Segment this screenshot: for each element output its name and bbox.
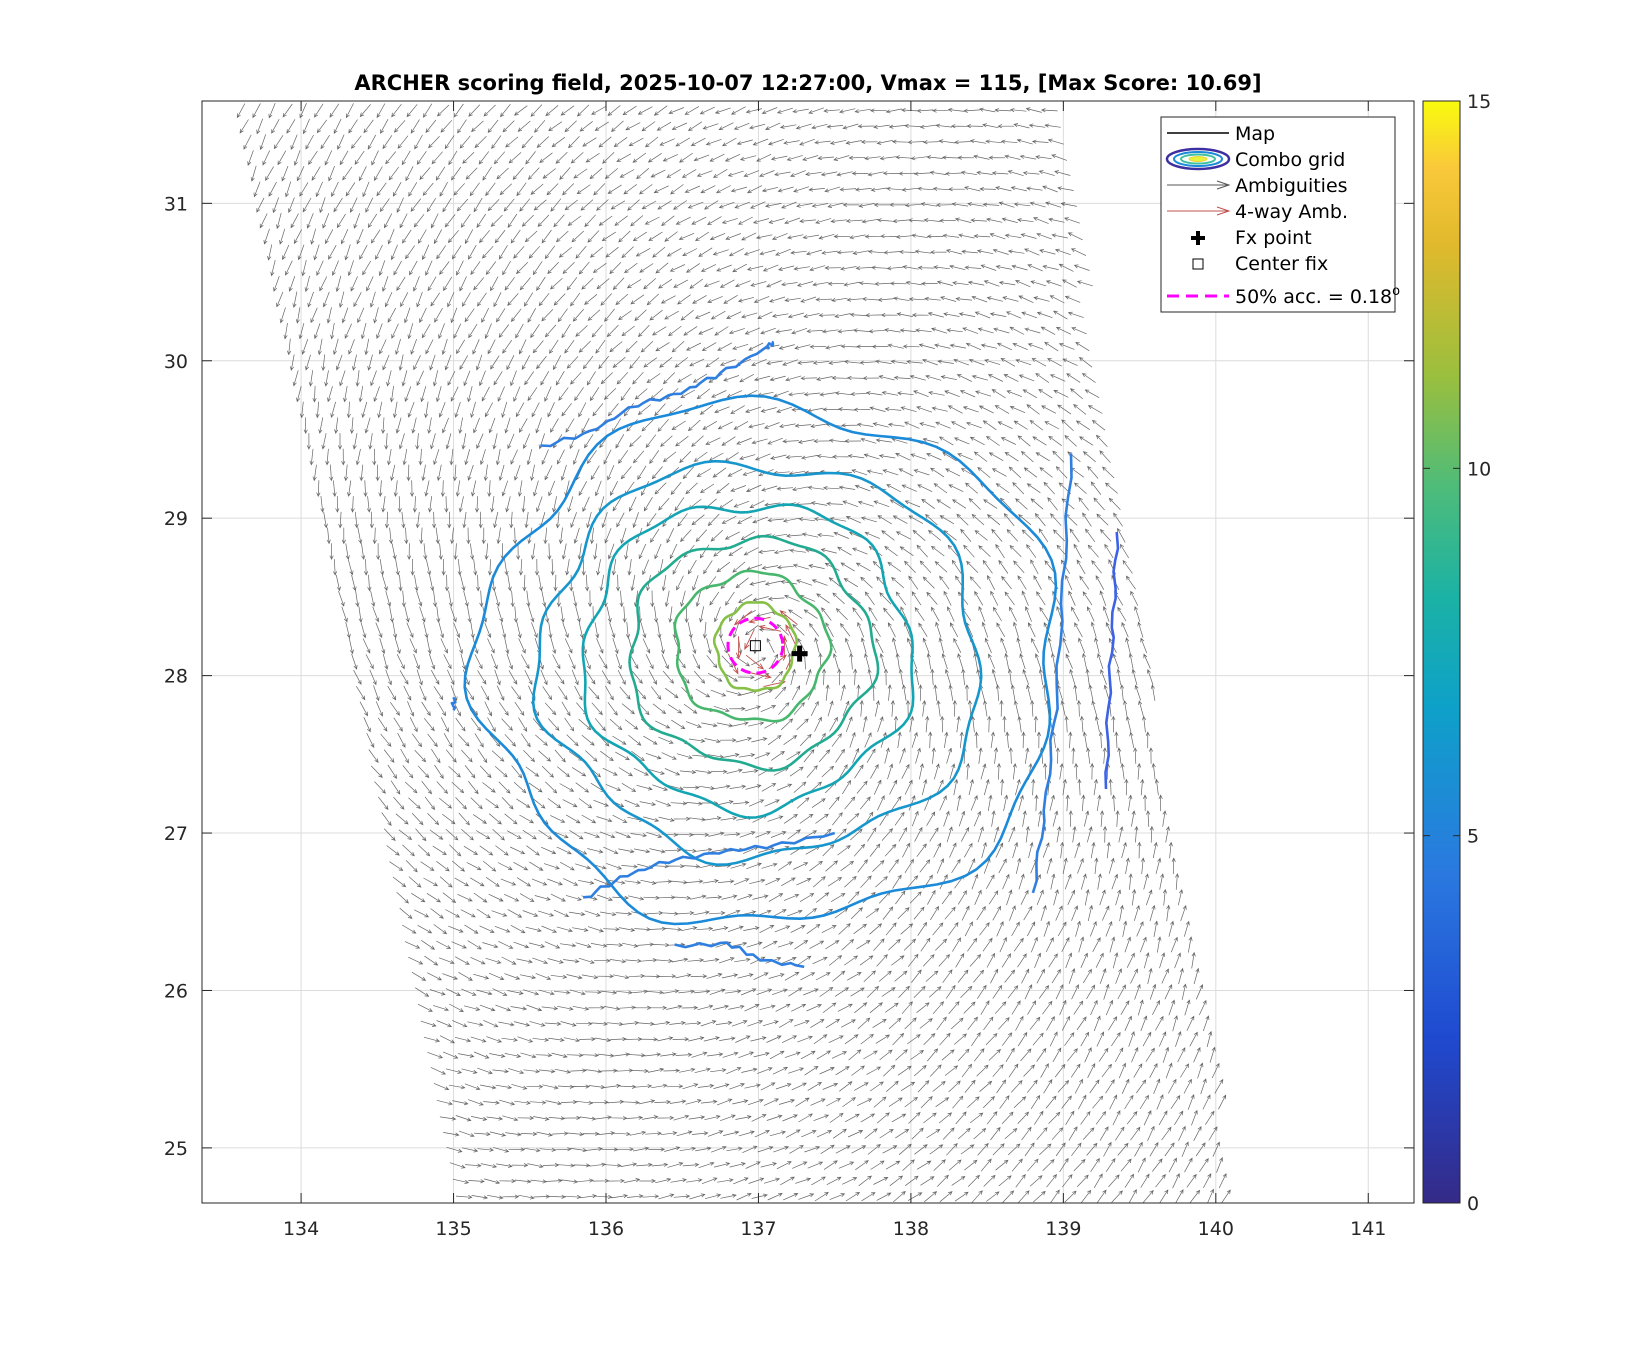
colorbar-tick-label: 15 [1467, 91, 1491, 113]
colorbar-gradient [1423, 101, 1460, 1203]
x-tick-label: 137 [740, 1218, 776, 1240]
score-contour [531, 459, 983, 866]
score-contour [463, 394, 1058, 926]
center-fix-marker [749, 640, 761, 652]
colorbar: 0 5 10 15 [1422, 91, 1491, 1215]
score-contour-fragment [450, 696, 457, 711]
x-tick-label: 140 [1198, 1218, 1234, 1240]
score-contour-fragment [1031, 453, 1073, 894]
x-tick-label: 135 [435, 1218, 471, 1240]
legend-center-marker [1192, 258, 1204, 270]
y-tick-label: 29 [164, 508, 188, 530]
axes-frame [201, 100, 1415, 1204]
score-contour-fragment [583, 831, 836, 899]
x-tick-label: 138 [893, 1218, 929, 1240]
legend-center-label: Center fix [1235, 253, 1328, 275]
score-contour-fragment [540, 340, 775, 448]
colorbar-tick-label: 5 [1467, 826, 1479, 848]
fix-markers [726, 616, 808, 675]
legend-ambiguities-label: Ambiguities [1235, 175, 1348, 197]
y-tick-label: 28 [164, 666, 188, 688]
legend-fx-marker [1191, 231, 1205, 245]
legend-map-label: Map [1235, 123, 1275, 145]
legend-acc-label: 50% acc. = 0.18o [1235, 284, 1400, 308]
score-contour-fragment [1104, 531, 1120, 790]
y-tick-label: 27 [164, 823, 188, 845]
fx-point-marker [791, 645, 808, 662]
x-tick-label: 141 [1350, 1218, 1386, 1240]
y-tick-label: 25 [164, 1138, 188, 1160]
score-contour-fragment [674, 941, 805, 969]
legend-combo-icon [1165, 147, 1231, 171]
colorbar-tick-label: 10 [1467, 458, 1491, 480]
colorbar-ticks: 0 5 10 15 [1423, 91, 1491, 1215]
y-axis: 25 26 27 28 29 30 31 [164, 193, 1414, 1160]
x-tick-label: 139 [1045, 1218, 1081, 1240]
ambiguity-arrow-set [236, 102, 1231, 1203]
colorbar-tick-label: 0 [1467, 1193, 1479, 1215]
legend-4way-label: 4-way Amb. [1235, 201, 1348, 223]
chart-title: ARCHER scoring field, 2025-10-07 12:27:0… [354, 71, 1261, 95]
legend-fx-label: Fx point [1235, 227, 1312, 249]
legend-4way-arrow [1167, 206, 1231, 216]
accuracy-circle [726, 616, 785, 675]
y-tick-label: 30 [164, 351, 188, 373]
x-tick-label: 134 [283, 1218, 319, 1240]
y-tick-label: 31 [164, 193, 188, 215]
score-contour [712, 601, 798, 692]
colorbar-frame [1422, 100, 1461, 1204]
y-tick-label: 26 [164, 980, 188, 1002]
x-axis: 134 135 136 137 138 139 140 141 [283, 101, 1386, 1240]
legend-ambiguity-arrow [1167, 180, 1231, 190]
legend-combo-label: Combo grid [1235, 149, 1345, 171]
ambiguity-arrows [236, 102, 1231, 1203]
score-contour [581, 503, 915, 819]
score-contours [450, 340, 1120, 969]
score-contour [628, 534, 880, 772]
legend: Map Combo grid Ambiguities 4-way Amb. Fx… [1160, 116, 1400, 313]
x-tick-label: 136 [588, 1218, 624, 1240]
score-contour [673, 569, 833, 723]
